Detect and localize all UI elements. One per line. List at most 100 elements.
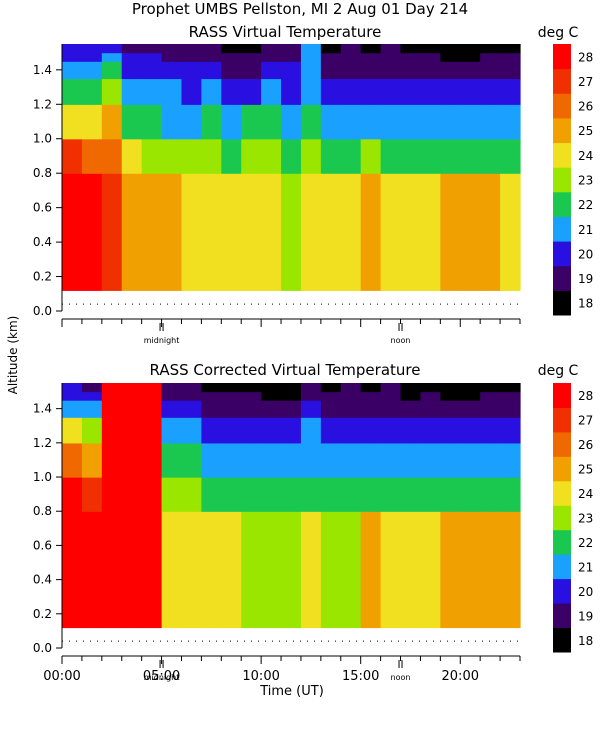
- heatmap-cell: [81, 104, 103, 140]
- heatmap-cell: [460, 391, 481, 401]
- panel-title: RASS Corrected Virtual Temperature: [150, 361, 421, 379]
- heatmap-cell: [141, 138, 163, 174]
- colorbar-swatch: [553, 191, 571, 217]
- heatmap-cell: [62, 138, 83, 174]
- heatmap-cell: [121, 138, 143, 174]
- heatmap-cell: [161, 417, 183, 444]
- heatmap-cell: [440, 138, 461, 174]
- heatmap-cell: [300, 400, 322, 418]
- heatmap-cell: [161, 383, 183, 393]
- heatmap-cell: [340, 391, 362, 401]
- heatmap-cell: [121, 477, 143, 512]
- heatmap-cell: [181, 383, 202, 393]
- heatmap-cell: [221, 511, 242, 629]
- heatmap-cell: [201, 173, 222, 291]
- panel-unit: deg C: [538, 25, 579, 41]
- heatmap-cell: [121, 417, 143, 444]
- heatmap-cell: [201, 52, 222, 62]
- heatmap-cell: [400, 173, 422, 291]
- heatmap-cell: [81, 138, 103, 174]
- heatmap-cell: [480, 61, 501, 80]
- colorbar-swatch: [553, 167, 571, 193]
- colorbar-swatch: [553, 627, 571, 653]
- colorbar-label: 25: [578, 463, 593, 477]
- heatmap-cell: [340, 138, 362, 174]
- heatmap-cell: [440, 391, 461, 401]
- heatmap-cell: [161, 477, 183, 512]
- heatmap-cell: [420, 400, 441, 418]
- x-tick-label: 20:00: [442, 669, 479, 684]
- heatmap-cell: [101, 78, 123, 105]
- heatmap-cell: [420, 61, 441, 80]
- heatmap-cell: [261, 44, 282, 54]
- heatmap-cell: [121, 44, 143, 54]
- y-tick-label: 1.2: [33, 436, 52, 450]
- heatmap-cell: [101, 104, 123, 140]
- heatmap-cell: [480, 104, 501, 140]
- heatmap-cell: [81, 391, 103, 401]
- colorbar-swatch: [553, 529, 571, 555]
- heatmap-cell: [300, 417, 322, 444]
- heatmap-cell: [81, 61, 103, 80]
- y-tick-label: 0.4: [33, 573, 52, 587]
- heatmap-cell: [121, 400, 143, 418]
- heatmap-cell: [241, 511, 262, 629]
- heatmap-cell: [500, 104, 521, 140]
- heatmap-cell: [440, 173, 461, 291]
- heatmap-cell: [221, 61, 242, 80]
- heatmap-cell: [440, 44, 461, 54]
- heatmap-cell: [62, 400, 83, 418]
- heatmap-cell: [161, 104, 183, 140]
- heatmap-cell: [480, 477, 501, 512]
- colorbar-swatch: [553, 480, 571, 506]
- heatmap-cell: [281, 104, 302, 140]
- heatmap-cell: [360, 138, 382, 174]
- heatmap-cell: [81, 417, 103, 444]
- heatmap-cell: [460, 417, 481, 444]
- heatmap-cell: [300, 173, 322, 291]
- heatmap-cell: [320, 442, 342, 478]
- heatmap-cell: [320, 104, 342, 140]
- heatmap-cell: [340, 52, 362, 62]
- heatmap-cell: [460, 78, 481, 105]
- heatmap-cell: [380, 138, 402, 174]
- x-tick-label: 00:00: [43, 669, 80, 684]
- heatmap-cell: [161, 511, 183, 629]
- heatmap-cell: [62, 44, 83, 54]
- heatmap-cell: [241, 477, 262, 512]
- heatmap-cell: [261, 61, 282, 80]
- heatmap-cell: [460, 383, 481, 393]
- heatmap-cell: [201, 61, 222, 80]
- heatmap-cell: [141, 400, 163, 418]
- heatmap-cell: [400, 104, 422, 140]
- heatmap-cell: [440, 78, 461, 105]
- heatmap-cell: [380, 477, 402, 512]
- heatmap-cell: [400, 417, 422, 444]
- heatmap-cell: [62, 173, 83, 291]
- heatmap-cell: [500, 61, 521, 80]
- heatmap-cell: [400, 78, 422, 105]
- heatmap-cell: [380, 52, 402, 62]
- heatmap-cell: [480, 511, 501, 629]
- heatmap-cell: [161, 173, 183, 291]
- colorbar-label: 19: [578, 272, 593, 286]
- heatmap-cell: [400, 511, 422, 629]
- heatmap-cell: [320, 78, 342, 105]
- heatmap-cell: [320, 138, 342, 174]
- heatmap-cell: [201, 138, 222, 174]
- y-tick-label: 0.0: [33, 304, 52, 318]
- heatmap-cell: [261, 511, 282, 629]
- heatmap-cell: [440, 52, 461, 62]
- colorbar-label: 26: [578, 100, 593, 114]
- heatmap-cell: [101, 417, 123, 444]
- heatmap-cell: [300, 391, 322, 401]
- heatmap-cell: [261, 78, 282, 105]
- marker-label-noon: noon: [391, 336, 411, 345]
- heatmap-cell: [221, 138, 242, 174]
- heatmap-cell: [101, 52, 123, 62]
- heatmap-cell: [500, 44, 521, 54]
- heatmap-cell: [221, 417, 242, 444]
- heatmap-cell: [400, 44, 422, 54]
- colorbar-swatch: [553, 241, 571, 267]
- heatmap-cell: [360, 400, 382, 418]
